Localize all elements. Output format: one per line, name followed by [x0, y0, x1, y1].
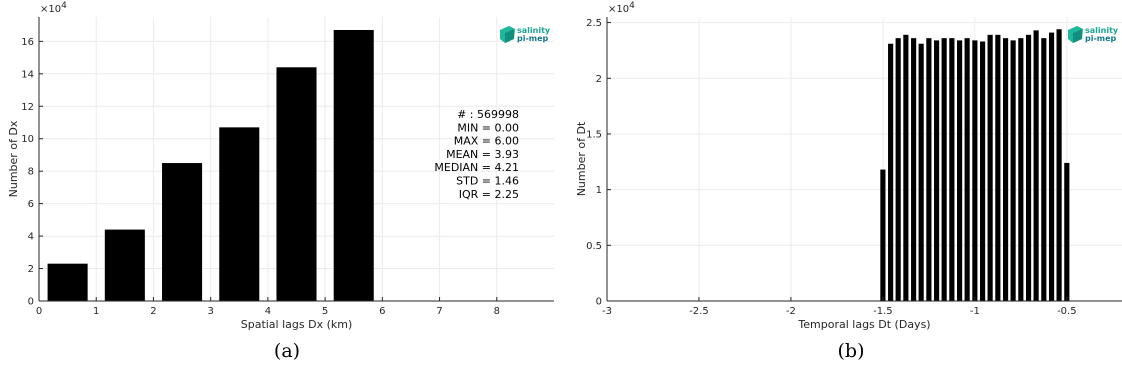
x-tick-label: 1 — [93, 306, 99, 317]
bar — [941, 38, 947, 301]
bar — [957, 40, 963, 301]
bar — [1018, 38, 1024, 301]
x-tick-label: 2 — [150, 306, 156, 317]
bar — [926, 38, 932, 301]
bar — [219, 127, 260, 302]
y-tick-label: 4 — [28, 232, 34, 243]
y-scale-label: ×104 — [608, 1, 635, 15]
y-tick-label: 16 — [21, 37, 34, 48]
stats-line: # : 569998 — [457, 108, 519, 121]
y-tick-label: 1 — [596, 185, 602, 196]
y-tick-label: 12 — [21, 102, 34, 113]
y-tick-label: 14 — [21, 69, 34, 80]
x-tick-label: -1.5 — [873, 306, 893, 317]
x-axis-label: Spatial lags Dx (km) — [241, 318, 353, 331]
logo-text-top: salinity — [1085, 26, 1119, 35]
y-tick-label: 0.5 — [586, 241, 602, 252]
stats-line: IQR = 2.25 — [459, 188, 519, 201]
bar — [47, 263, 88, 301]
y-tick-label: 2 — [596, 74, 602, 85]
bar — [888, 43, 894, 302]
y-tick-label: 0 — [28, 297, 34, 308]
x-tick-label: 0 — [36, 306, 42, 317]
y-tick-label: 6 — [28, 199, 34, 210]
bar — [1041, 38, 1047, 301]
y-tick-label: 2.5 — [586, 18, 602, 29]
stats-line: MAX = 6.00 — [454, 135, 519, 148]
x-tick-label: 5 — [322, 306, 328, 317]
y-tick-label: 0 — [596, 297, 602, 308]
subfigure-caption: (b) — [838, 340, 865, 362]
x-tick-label: 3 — [207, 306, 213, 317]
x-tick-label: 6 — [379, 306, 385, 317]
y-tick-label: 8 — [28, 167, 34, 178]
x-tick-label: 7 — [436, 306, 442, 317]
bar — [1048, 32, 1055, 301]
bar — [1064, 162, 1070, 301]
y-axis-label: Number of Dt — [575, 121, 588, 196]
chart-2: -3 -2.5 -2 -1.5 -1 -0.5 0 0.5 1 1.5 2 2.5 ×104 Tempor… — [575, 1, 1122, 362]
bar — [934, 40, 940, 301]
bar — [949, 38, 955, 301]
stats-line: MIN = 0.00 — [457, 121, 519, 134]
stats-line: MEAN = 3.93 — [446, 148, 519, 161]
stats-line: STD = 1.46 — [456, 175, 519, 188]
bar — [1056, 29, 1062, 302]
bar — [880, 169, 886, 301]
bar — [980, 41, 986, 302]
bar — [964, 38, 970, 301]
y-scale-exponent: 4 — [629, 1, 635, 11]
bar — [903, 34, 909, 301]
y-tick-label: 2 — [28, 264, 34, 275]
bar — [987, 34, 993, 301]
x-tick-label: -1 — [970, 306, 980, 317]
logo-cube-shade — [1073, 29, 1082, 43]
bar — [972, 40, 978, 301]
x-tick-label: 8 — [494, 306, 500, 317]
stats-line: MEDIAN = 4.21 — [434, 161, 519, 174]
bar — [333, 29, 374, 302]
y-scale-exponent: 4 — [61, 1, 67, 11]
y-tick-label: 1.5 — [586, 129, 602, 140]
bar — [1033, 30, 1039, 301]
bar — [995, 34, 1001, 301]
bar — [276, 67, 317, 302]
bar — [1010, 40, 1016, 301]
x-tick-label: -3 — [602, 306, 612, 317]
bar — [104, 229, 145, 301]
x-tick-label: 4 — [265, 306, 271, 317]
bar — [162, 163, 203, 301]
y-tick-label: 10 — [21, 134, 34, 145]
x-axis-label: Temporal lags Dt (Days) — [797, 318, 930, 331]
y-scale-label: ×104 — [40, 1, 67, 15]
x-tick-label: -0.5 — [1057, 306, 1077, 317]
y-axis-label: Number of Dx — [7, 120, 20, 197]
logo-text-top: salinity — [517, 26, 551, 35]
subfigure-caption: (a) — [274, 340, 300, 362]
logo-text-bottom: pi-mep — [1085, 34, 1117, 43]
bar — [1002, 38, 1009, 301]
bar — [911, 38, 917, 301]
x-tick-label: -2.5 — [689, 306, 709, 317]
bar — [895, 38, 901, 301]
x-tick-label: -2 — [786, 306, 796, 317]
logo-cube-shade — [505, 29, 514, 43]
bar — [918, 43, 924, 302]
logo-text-bottom: pi-mep — [517, 34, 549, 43]
bar — [1025, 34, 1032, 301]
